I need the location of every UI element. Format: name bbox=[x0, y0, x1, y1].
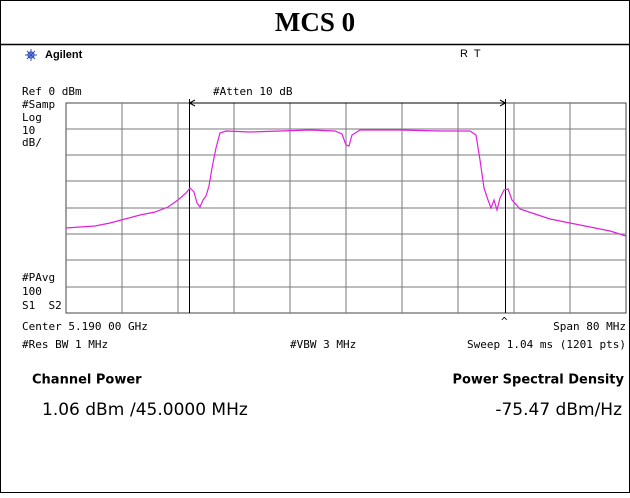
span-label: Span 80 MHz bbox=[553, 320, 626, 333]
s1s2-label: S1 S2 bbox=[22, 299, 62, 312]
channel-markers bbox=[188, 99, 507, 313]
res-bw-label: #Res BW 1 MHz bbox=[22, 338, 108, 351]
center-label: Center 5.190 00 GHz bbox=[22, 320, 148, 333]
psd-value: -75.47 dBm/Hz bbox=[495, 400, 622, 420]
agilent-logo bbox=[25, 49, 37, 61]
psd-label: Power Spectral Density bbox=[452, 373, 624, 388]
spectrum-trace bbox=[65, 129, 627, 237]
bandwidth-value: /45.0000 MHz bbox=[130, 400, 248, 420]
log-label: Log bbox=[22, 111, 42, 124]
marker-caret: ^ bbox=[501, 315, 508, 328]
graticule bbox=[65, 102, 627, 314]
channel-power-label: Channel Power bbox=[32, 373, 142, 388]
atten-label: #Atten 10 dB bbox=[213, 85, 293, 98]
vbw-label: #VBW 3 MHz bbox=[290, 338, 356, 351]
title: MCS 0 bbox=[275, 7, 355, 37]
brand: Agilent bbox=[45, 49, 83, 61]
sweep-label: Sweep 1.04 ms (1201 pts) bbox=[467, 338, 626, 351]
scale-unit: dB/ bbox=[22, 136, 42, 149]
status: R T bbox=[460, 48, 481, 60]
ref-label: Ref 0 dBm bbox=[22, 85, 82, 98]
channel-power-value: 1.06 dBm bbox=[42, 400, 124, 420]
samp-label: #Samp bbox=[22, 98, 55, 111]
pavg-label: #PAvg bbox=[22, 271, 55, 284]
pavg-count: 100 bbox=[22, 285, 42, 298]
scale-label: 10 bbox=[22, 124, 35, 137]
